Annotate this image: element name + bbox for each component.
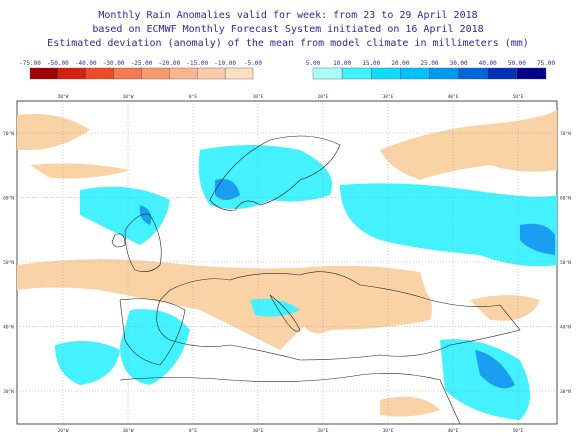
lon-label: 20°W bbox=[58, 428, 69, 434]
anomaly-fields bbox=[17, 110, 557, 420]
legend-swatch bbox=[458, 67, 488, 80]
coastlines bbox=[111, 135, 521, 425]
legend-label: -5.00 bbox=[244, 60, 262, 67]
legend-swatch bbox=[113, 67, 142, 80]
legend-label: -40.00 bbox=[75, 60, 97, 67]
lat-label: 60°N bbox=[560, 196, 571, 202]
lon-label: 20°E bbox=[318, 94, 329, 100]
legend: -75.00 -50.00 -40.00 -30.00 -25.00 -20.00 -15.… bbox=[19, 60, 555, 80]
lon-label: 30°E bbox=[383, 428, 394, 434]
lon-label: 10°W bbox=[123, 428, 134, 434]
legend-label: -30.00 bbox=[103, 60, 125, 67]
lon-label: 40°E bbox=[448, 94, 459, 100]
legend-swatch bbox=[429, 67, 459, 80]
lat-label: 40°N bbox=[3, 325, 14, 331]
lon-label: 50°E bbox=[513, 94, 524, 100]
legend-swatch bbox=[85, 67, 114, 80]
lon-label: 10°W bbox=[123, 94, 134, 100]
lat-label: 40°N bbox=[560, 325, 571, 331]
lat-label: 70°N bbox=[560, 131, 571, 137]
legend-swatch bbox=[487, 67, 518, 80]
legend-label: 15.00 bbox=[362, 60, 380, 67]
lon-label: 10°E bbox=[253, 428, 264, 434]
legend-label: 5.00 bbox=[306, 60, 321, 67]
legend-label: 75.00 bbox=[537, 60, 555, 67]
legend-label: 20.00 bbox=[391, 60, 409, 67]
lat-label: 30°N bbox=[560, 389, 571, 395]
lon-label: 20°W bbox=[58, 94, 69, 100]
legend-label: 25.00 bbox=[420, 60, 438, 67]
legend-label: 50.00 bbox=[508, 60, 526, 67]
lon-label: 0°E bbox=[189, 428, 197, 434]
lon-label: 50°E bbox=[513, 428, 524, 434]
legend-label: -50.00 bbox=[47, 60, 69, 67]
legend-label: -25.00 bbox=[131, 60, 153, 67]
legend-label: -20.00 bbox=[159, 60, 181, 67]
legend-swatch bbox=[57, 67, 86, 80]
lat-label: 30°N bbox=[3, 389, 14, 395]
legend-swatch bbox=[224, 67, 254, 80]
lon-label: 30°E bbox=[383, 94, 394, 100]
title-line: Monthly Rain Anomalies valid for week: f… bbox=[98, 10, 477, 21]
lat-label: 70°N bbox=[3, 131, 14, 137]
legend-swatch bbox=[400, 67, 430, 80]
legend-label: -10.00 bbox=[214, 60, 236, 67]
title-line: Estimated deviation (anomaly) of the mea… bbox=[47, 38, 529, 49]
lon-label: 40°E bbox=[448, 428, 459, 434]
graticule bbox=[17, 101, 557, 424]
lon-label: 10°E bbox=[253, 94, 264, 100]
lon-label: 0°E bbox=[189, 94, 197, 100]
title-line: based on ECMWF Monthly Forecast System i… bbox=[92, 24, 483, 35]
legend-label: -75.00 bbox=[19, 60, 41, 67]
lat-label: 50°N bbox=[3, 260, 14, 266]
legend-swatch bbox=[516, 67, 547, 80]
legend-swatch bbox=[341, 67, 372, 80]
legend-label: 30.00 bbox=[450, 60, 468, 67]
legend-swatch bbox=[312, 67, 343, 80]
map bbox=[16, 100, 558, 425]
legend-label: -15.00 bbox=[186, 60, 208, 67]
legend-label: 40.00 bbox=[479, 60, 497, 67]
legend-swatch bbox=[169, 67, 198, 80]
legend-swatch bbox=[197, 67, 226, 80]
legend-swatch bbox=[29, 67, 59, 80]
lat-label: 50°N bbox=[560, 260, 571, 266]
legend-swatch bbox=[141, 67, 170, 80]
legend-label: 10.00 bbox=[333, 60, 351, 67]
lat-label: 60°N bbox=[3, 196, 14, 202]
legend-swatch bbox=[371, 67, 401, 80]
lon-label: 20°E bbox=[318, 428, 329, 434]
